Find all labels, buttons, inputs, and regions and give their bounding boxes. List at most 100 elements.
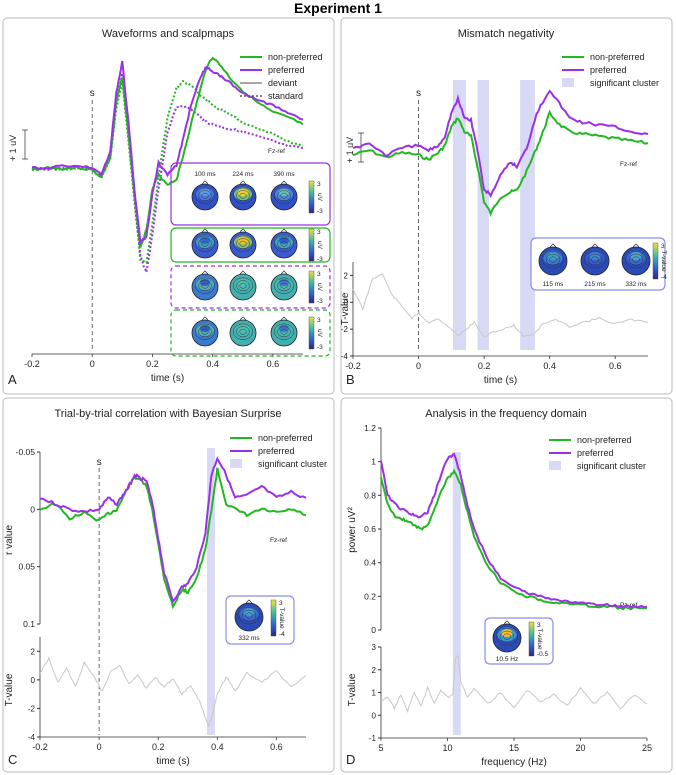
- scalp-contour: [239, 240, 247, 247]
- scalp-zone: [547, 252, 559, 261]
- reference-label: Fz-ref: [620, 161, 637, 168]
- scalp-contour: [236, 190, 250, 202]
- colorbar: [308, 270, 315, 304]
- scalp-nose: [591, 243, 599, 248]
- legend-label: significant cluster: [577, 461, 646, 471]
- scalp-contour: [277, 190, 291, 202]
- t-tick-label: -4: [341, 352, 349, 361]
- scalpmap: [229, 228, 257, 259]
- scalpmap-box: [170, 162, 331, 226]
- series-line-1: [40, 456, 307, 604]
- legend-label: non-preferred: [268, 52, 323, 62]
- colorbar-unit: uV: [316, 329, 323, 338]
- t-tick-label: 2: [372, 666, 377, 675]
- scalp-nose: [280, 316, 288, 321]
- scalp-contour: [238, 606, 260, 625]
- scalpmap: [270, 270, 298, 301]
- scalpmap: [492, 620, 522, 653]
- scalp-zone: [630, 252, 642, 261]
- scalp-contour: [236, 326, 250, 338]
- x-tick-label: 0.2: [152, 742, 165, 752]
- reference-label: Fz-ref: [270, 537, 287, 544]
- scalpmap: [229, 316, 257, 347]
- scalp-zone: [278, 236, 290, 245]
- y-tick-label: 1: [371, 457, 376, 467]
- scalp-nose: [280, 228, 288, 233]
- x-tick-label: 0.6: [267, 359, 280, 369]
- scalpmap: [191, 228, 219, 259]
- legend-label: significant cluster: [258, 459, 327, 469]
- y-tick-label: 0.2: [364, 591, 376, 601]
- x-tick-label: -0.2: [24, 359, 40, 369]
- scalp-zone: [243, 608, 255, 617]
- colorbar-unit: uV: [316, 241, 323, 250]
- series-line-1: [31, 60, 304, 246]
- scalp-contour: [201, 328, 209, 335]
- colorbar-max: 3: [317, 271, 321, 278]
- reference-label: Fz-ref: [268, 148, 285, 155]
- colorbar-min: -3: [317, 344, 323, 351]
- t-axis-label: T-value: [340, 292, 351, 325]
- scalp-contour: [195, 235, 215, 252]
- panel-A-frame: [2, 17, 335, 395]
- scalp-zone: [501, 629, 513, 638]
- x-tick-label: -0.2: [345, 361, 361, 371]
- scalpmap-time: 215 ms: [584, 281, 606, 288]
- t-tick-label: 1: [372, 689, 377, 698]
- stimulus-label: s: [97, 457, 102, 468]
- cluster-band: [206, 448, 215, 735]
- scalp-contour: [245, 612, 253, 619]
- scalp-contour: [274, 277, 294, 294]
- scalpmap-time: 224 ms: [232, 171, 254, 178]
- legend-label: standard: [268, 91, 303, 101]
- scalpmap: [270, 228, 298, 259]
- scalp-contour: [233, 277, 253, 294]
- panel-label: B: [346, 372, 355, 387]
- scalpmap-time: 332 ms: [625, 281, 647, 288]
- x-tick-label: 0: [97, 742, 102, 752]
- scalp-contour: [277, 280, 291, 292]
- t-tick-label: -2: [341, 325, 349, 334]
- scalp-nose: [280, 180, 288, 185]
- panel-D-frame: [340, 397, 673, 773]
- colorbar-max: 3: [279, 600, 283, 607]
- scalp-contour: [632, 256, 640, 263]
- colorbar-max: 3: [537, 622, 541, 629]
- scalp-contour: [233, 187, 253, 204]
- scalp-contour: [277, 326, 291, 338]
- colorbar-min: -4: [661, 274, 667, 281]
- scalp-nose: [239, 228, 247, 233]
- panel-B-frame: [340, 17, 673, 395]
- legend-label: non-preferred: [590, 52, 645, 62]
- x-tick-label: 20: [575, 743, 585, 753]
- scalpmap-time: 332 ms: [238, 635, 260, 642]
- scalp-contour: [201, 282, 209, 289]
- scalp-contour: [236, 238, 250, 250]
- scalpmap: [229, 180, 257, 211]
- scalp-contour: [277, 238, 291, 250]
- scalp-nose: [549, 243, 557, 248]
- scalpmap: [229, 270, 257, 301]
- t-tick-label: 0: [344, 298, 349, 307]
- series-line-0: [352, 109, 649, 218]
- chart-B: Mismatch negativity B + 1 uV s Fz-ref 2 0 -2 -4 T…: [340, 28, 667, 387]
- t-value-line: [39, 656, 307, 728]
- scalp-contour: [274, 187, 294, 204]
- scalp-contour: [233, 235, 253, 252]
- scalp-contour: [584, 250, 606, 269]
- y-tick-label: 1.2: [364, 423, 376, 433]
- y-tick-label: 0.4: [364, 558, 376, 568]
- colorbar: [308, 180, 315, 214]
- x-tick-label: 0.2: [146, 359, 159, 369]
- scalp-nose: [201, 180, 209, 185]
- series-line-0: [31, 56, 304, 248]
- scalp-zone: [278, 324, 290, 333]
- scalp-zone: [199, 278, 211, 287]
- scale-label: + 1 uV: [345, 137, 355, 163]
- legend-label: non-preferred: [577, 435, 632, 445]
- scalpmap-box: [170, 227, 331, 263]
- x-tick-label: 0: [90, 359, 95, 369]
- cluster-band: [520, 80, 535, 350]
- y-tick-label: 0.1: [23, 619, 35, 629]
- colorbar-min: -3: [317, 298, 323, 305]
